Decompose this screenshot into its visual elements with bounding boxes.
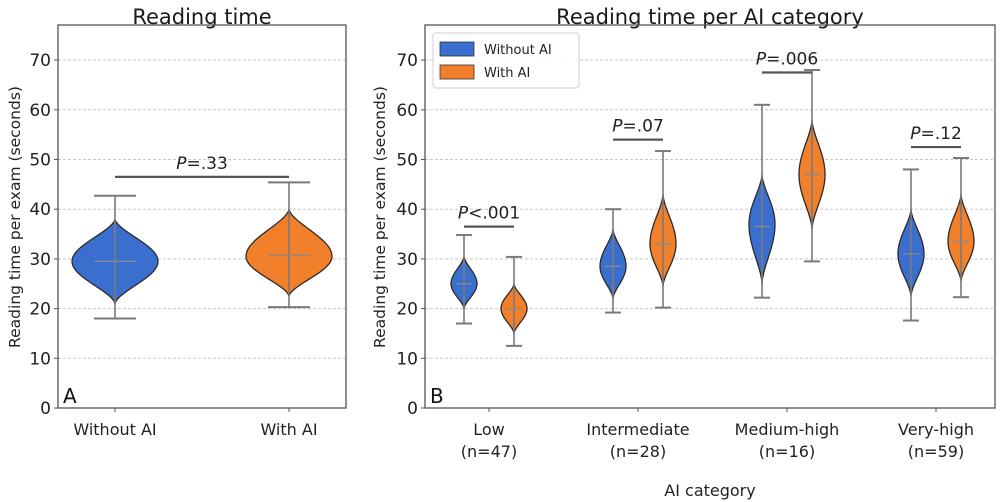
- panel-b-y-ticks: 0 10 20 30 40 50 60 70: [396, 51, 425, 419]
- p-value-very-high-label: P=.12: [910, 124, 962, 144]
- violin-intermediate-with-ai: [649, 150, 677, 309]
- y-tick-label-40: 40: [29, 200, 51, 220]
- panel-a-gridlines: [58, 59, 346, 359]
- y-tick-label-0: 0: [407, 399, 418, 419]
- panel-b-frame: [424, 24, 996, 409]
- panel-a-violins: [71, 181, 333, 320]
- violin-intermediate-without-ai: [599, 208, 627, 314]
- y-tick-label-40: 40: [396, 200, 418, 220]
- y-tick-label-60: 60: [29, 101, 51, 121]
- p-value-medium-high-label: P=.006: [756, 50, 818, 70]
- y-tick-label-10: 10: [396, 349, 418, 369]
- p-value-intermediate-label: P=.07: [612, 117, 664, 137]
- x-tick-label-with-ai: With AI: [260, 420, 317, 439]
- violin-low-without-ai: [450, 234, 478, 325]
- x-tick-count-low: (n=47): [461, 442, 517, 461]
- panel-b-annotations: P<.001 P=.07 P=.006 P=.12: [458, 50, 962, 228]
- y-tick-label-20: 20: [29, 300, 51, 320]
- legend-swatch-with-ai: [439, 64, 475, 80]
- panel-a-frame: [57, 24, 347, 409]
- panel-a-label: A: [63, 384, 77, 408]
- panel-b: Reading time per AI category P<.001P=.07…: [371, 5, 996, 500]
- violin-without-ai: [71, 194, 159, 320]
- y-tick-label-70: 70: [396, 51, 418, 71]
- legend-label-with-ai: With AI: [484, 66, 530, 81]
- x-tick-count-intermediate: (n=28): [610, 442, 666, 461]
- y-tick-label-50: 50: [396, 151, 418, 171]
- panel-b-y-axis-label: Reading time per exam (seconds): [371, 86, 389, 348]
- panel-b-violins: [450, 69, 975, 347]
- legend: Without AI With AI: [432, 32, 580, 89]
- violin-medium-high-with-ai: [798, 69, 826, 263]
- y-tick-label-10: 10: [29, 349, 51, 369]
- panel-a-y-axis-label: Reading time per exam (seconds): [6, 86, 24, 348]
- violin-very-high-without-ai: [897, 168, 925, 322]
- x-tick-label-without-ai: Without AI: [73, 420, 156, 439]
- x-tick-label-intermediate: Intermediate: [586, 420, 689, 439]
- x-tick-label-very-high: Very-high: [898, 420, 974, 439]
- panel-b-x-ticks: Low (n=47) Intermediate (n=28) Medium-high (n…: [461, 408, 974, 461]
- y-tick-label-70: 70: [29, 51, 51, 71]
- p-value-a-label: P=.33: [176, 154, 228, 174]
- violin-medium-high-without-ai: [748, 103, 776, 299]
- y-tick-label-0: 0: [40, 399, 51, 419]
- y-tick-label-50: 50: [29, 151, 51, 171]
- violin-very-high-with-ai: [947, 157, 975, 299]
- violin-with-ai: [245, 181, 333, 309]
- y-tick-label-60: 60: [396, 101, 418, 121]
- panel-b-label: B: [430, 384, 444, 408]
- panel-a-y-ticks: 0 10 20 30 40 50 60 70: [29, 51, 58, 419]
- x-tick-label-low: Low: [473, 420, 505, 439]
- p-value-low-label: P<.001: [458, 204, 520, 224]
- y-tick-label-20: 20: [396, 300, 418, 320]
- y-tick-label-30: 30: [396, 250, 418, 270]
- panel-a-annotations: P=.33: [115, 154, 289, 178]
- panel-a-x-ticks: Without AI With AI: [73, 408, 318, 439]
- violin-low-with-ai: [500, 255, 528, 347]
- x-tick-count-very-high: (n=59): [908, 442, 964, 461]
- legend-swatch-without-ai: [439, 41, 475, 57]
- x-tick-count-medium-high: (n=16): [759, 442, 815, 461]
- x-tick-label-medium-high: Medium-high: [735, 420, 840, 439]
- legend-label-without-ai: Without AI: [484, 43, 552, 58]
- y-tick-label-30: 30: [29, 250, 51, 270]
- panel-b-x-axis-label: AI category: [664, 481, 755, 500]
